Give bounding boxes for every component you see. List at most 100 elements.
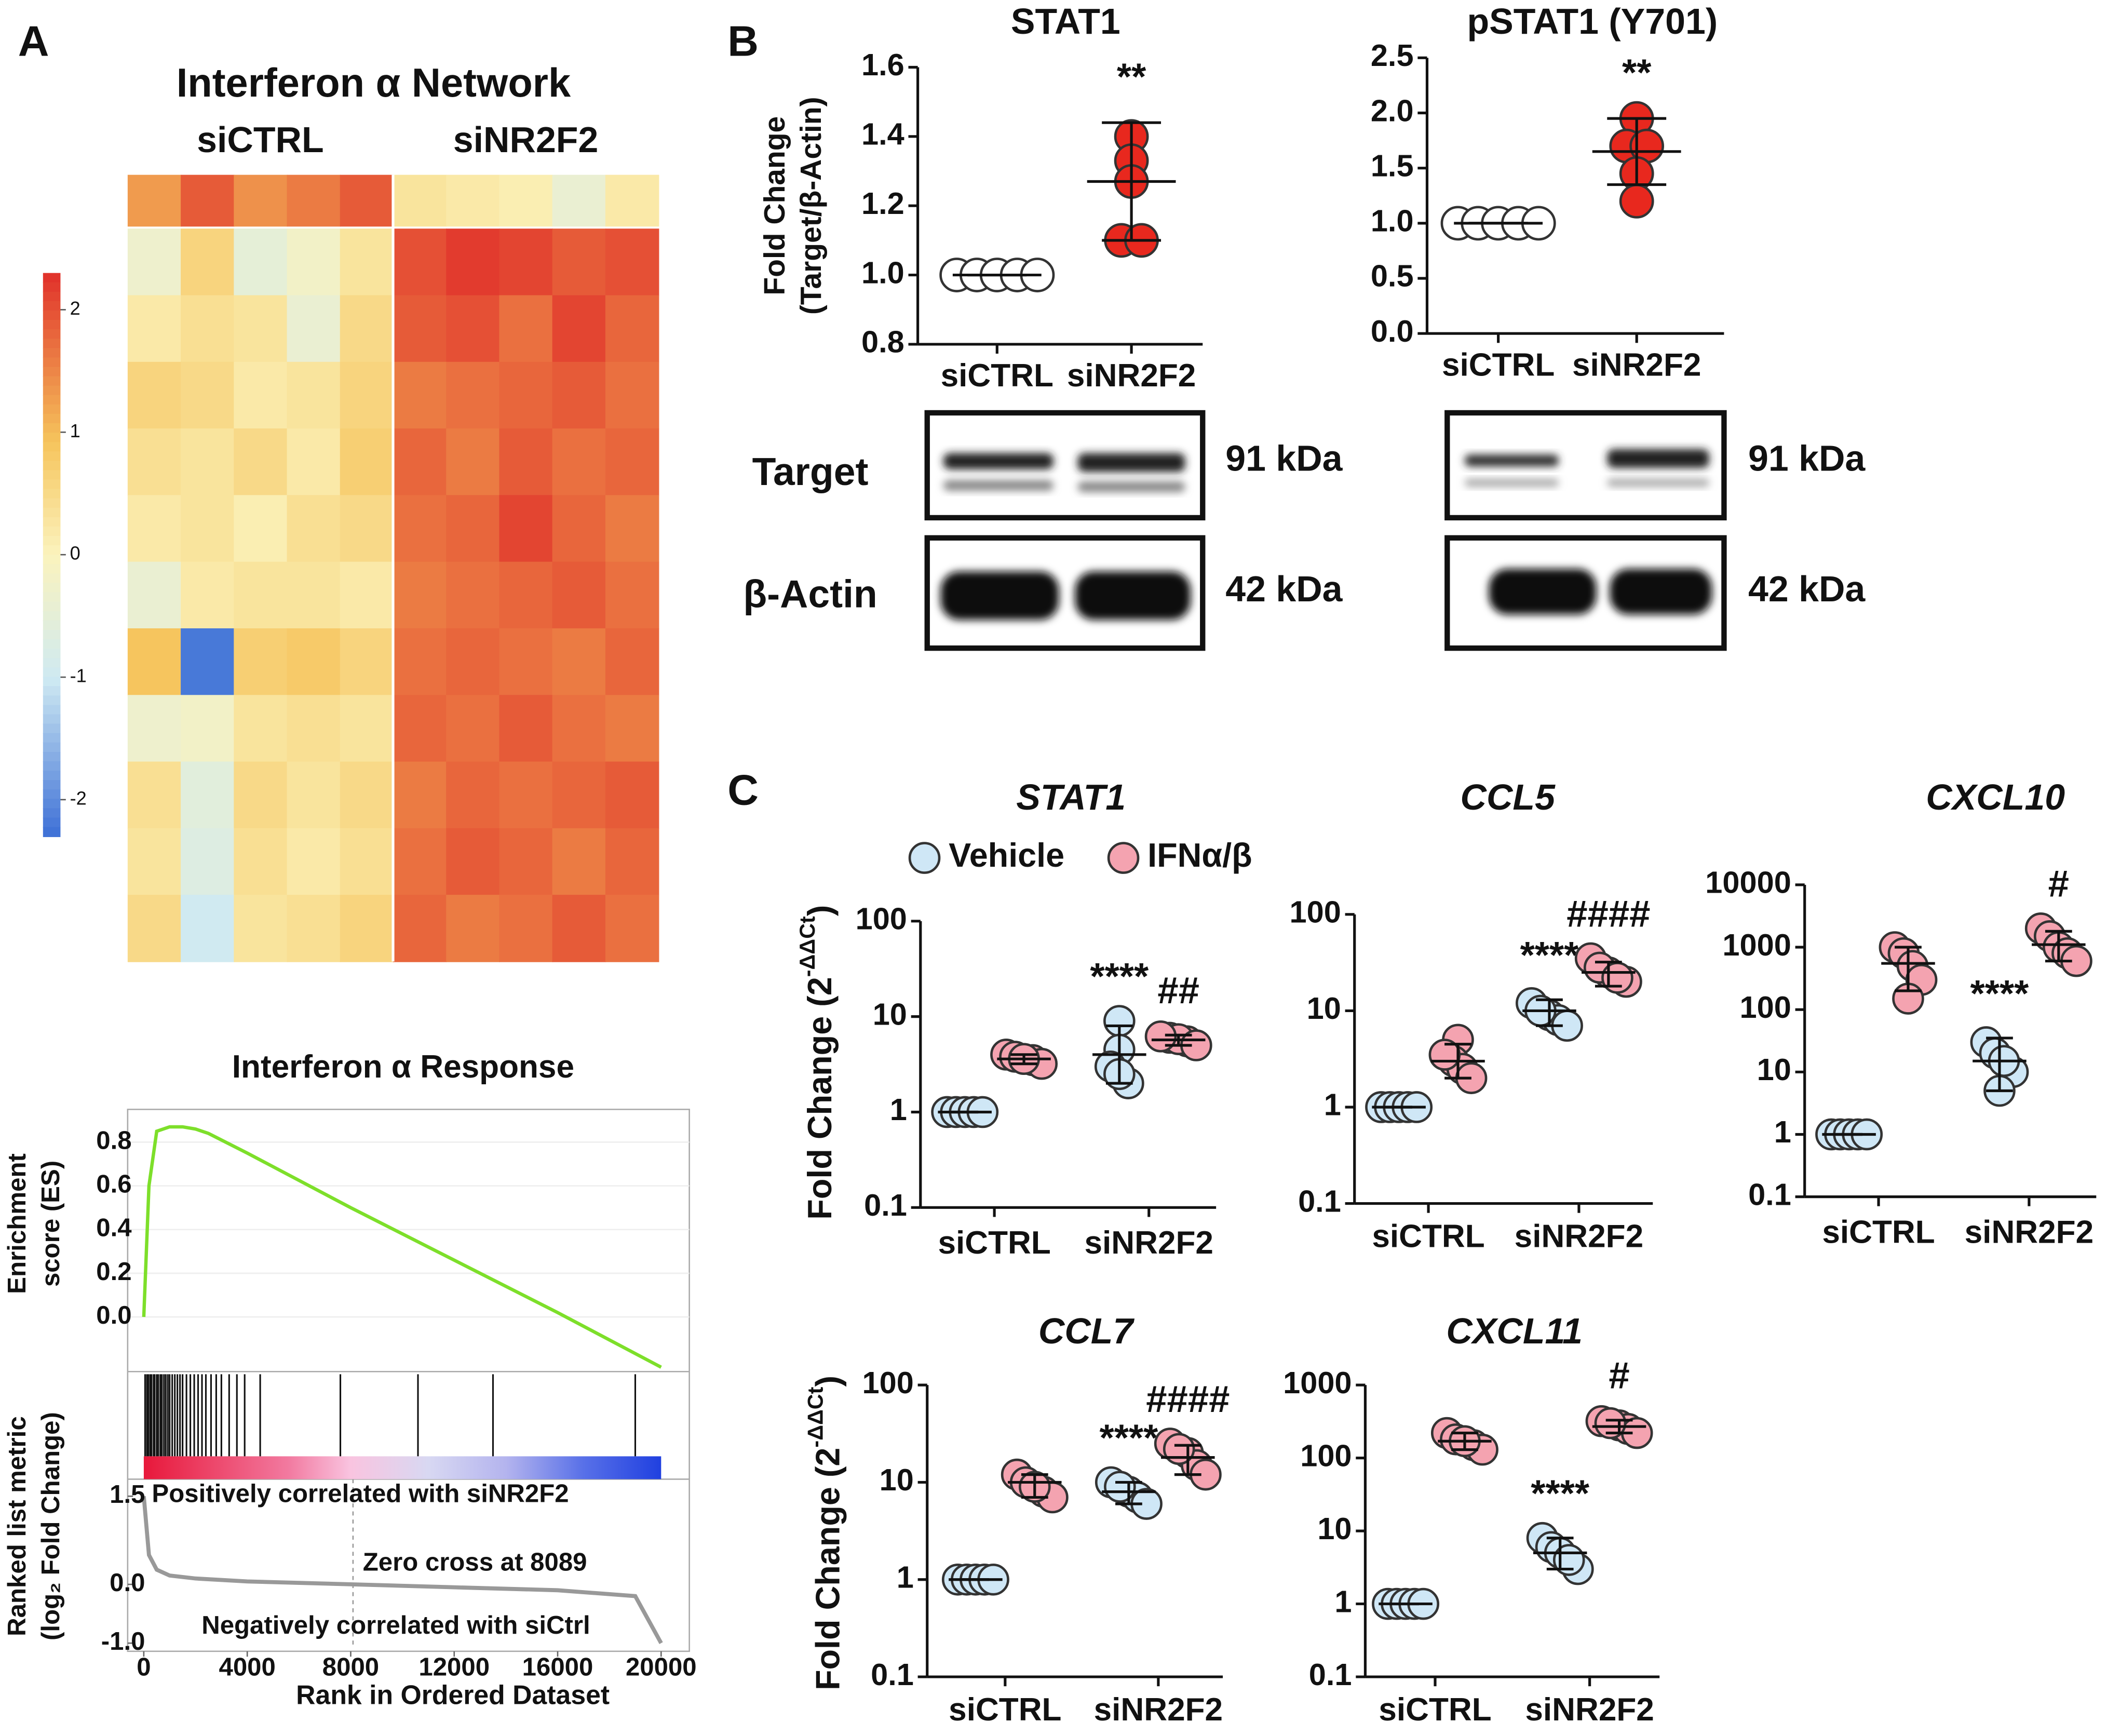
y-tick-label: 1.5 <box>110 1480 145 1509</box>
y-tick-label: 1.2 <box>861 186 904 221</box>
es-line <box>142 1125 662 1369</box>
heatmap-cell <box>287 495 341 562</box>
colorbar-segment <box>43 329 61 340</box>
colorbar-segment <box>43 639 61 650</box>
colorbar-segment <box>43 751 61 762</box>
y-axis-label-part: -ΔΔCt <box>795 916 819 977</box>
colorbar-segment <box>43 470 61 480</box>
colorbar-segment <box>43 620 61 631</box>
colorbar-segment <box>43 564 61 574</box>
heatmap-cell <box>499 828 553 896</box>
x-tick-label: siNR2F2 <box>1515 1218 1643 1254</box>
heatmap-cell <box>127 761 182 829</box>
y-tick-label: 1.6 <box>861 47 904 82</box>
colorbar-segment <box>43 395 61 406</box>
heatmap-cell <box>552 174 606 227</box>
heatmap-cell <box>287 228 341 296</box>
colorbar-segment <box>43 291 61 302</box>
heatmap-cell <box>552 361 606 429</box>
heatmap-cell <box>340 628 394 696</box>
significance: ** <box>1622 51 1652 93</box>
y-tick-label: 0.0 <box>1371 314 1414 348</box>
colorbar-segment <box>43 339 61 349</box>
blot-row-label: β-Actin <box>743 572 877 616</box>
colorbar-segment <box>43 583 61 593</box>
colorbar-segment <box>43 695 61 706</box>
heatmap-cell <box>446 174 500 227</box>
plot-frame <box>127 1109 690 1652</box>
colorbar-segment <box>43 489 61 499</box>
blot-size: 42 kDa <box>1225 569 1343 609</box>
heatmap-cell <box>446 228 500 296</box>
data-point <box>1619 183 1654 219</box>
heatmap-cell <box>181 228 235 296</box>
legend-label: Vehicle <box>949 836 1064 874</box>
heatmap-cell <box>127 295 182 363</box>
colorbar-segment <box>43 808 61 818</box>
x-tick-label: siCTRL <box>941 358 1054 394</box>
y-axis-label: (Target/β-Actin) <box>794 97 828 315</box>
heatmap-cell <box>605 495 659 562</box>
y-tick-label: 1 <box>897 1559 914 1594</box>
heatmap-cell <box>499 174 553 227</box>
heatmap-cell <box>605 695 659 762</box>
column-group-label: siNR2F2 <box>453 119 599 160</box>
heatmap-cell <box>446 695 500 762</box>
heatmap-cell <box>552 695 606 762</box>
data-point <box>1594 1407 1627 1439</box>
heatmap-cell <box>393 361 447 429</box>
colorbar-tick-label: 2 <box>70 298 80 319</box>
colorbar-segment <box>43 677 61 687</box>
colorbar-segment <box>43 780 61 790</box>
y-tick-label: 1.5 <box>1371 148 1414 183</box>
heatmap-cell <box>181 828 235 896</box>
blot-size: 91 kDa <box>1748 438 1866 479</box>
heatmap-cell <box>234 828 288 896</box>
x-tick-label: 20000 <box>626 1653 697 1681</box>
heatmap-cell <box>605 428 659 496</box>
y-tick-label: 10 <box>880 1462 914 1497</box>
colorbar-segment <box>43 789 61 800</box>
data-point <box>1601 962 1633 994</box>
y-tick-label: 100 <box>1740 990 1791 1025</box>
heatmap-cell <box>393 428 447 496</box>
y-axis-label-part: Fold Change (2 <box>801 977 839 1219</box>
colorbar-tick-label: 1 <box>70 420 80 441</box>
x-tick-label: siNR2F2 <box>1085 1225 1213 1261</box>
colorbar-segment <box>43 742 61 753</box>
colorbar-segment <box>43 461 61 471</box>
heatmap-cell <box>340 695 394 762</box>
heatmap-cell <box>234 228 288 296</box>
x-tick-label: siCTRL <box>1822 1215 1935 1250</box>
panel-label: C <box>727 766 759 814</box>
heatmap-cell <box>446 628 500 696</box>
colorbar-segment <box>43 733 61 744</box>
significance: **** <box>1520 934 1579 976</box>
heatmap-cell <box>127 428 182 496</box>
data-point <box>1104 1471 1136 1503</box>
heatmap-cell <box>287 561 341 629</box>
significance: ** <box>1117 56 1146 98</box>
heatmap-cell <box>340 295 394 363</box>
heatmap-cell <box>234 361 288 429</box>
y-tick-label: 2.0 <box>1371 93 1414 128</box>
heatmap-cell <box>393 495 447 562</box>
heatmap-cell <box>287 361 341 429</box>
heatmap-cell <box>552 228 606 296</box>
heatmap-cell <box>499 295 553 363</box>
colorbar-segment <box>43 433 61 443</box>
heatmap-cell <box>127 561 182 629</box>
heatmap-cell <box>552 895 606 962</box>
y-tick-label: 10 <box>1307 991 1341 1026</box>
colorbar-segment <box>43 555 61 565</box>
x-tick-label: siCTRL <box>1442 347 1555 383</box>
y-tick-label: 0.1 <box>871 1657 914 1692</box>
heatmap-cell <box>127 174 182 227</box>
heatmap-cell <box>181 761 235 829</box>
heatmap-cell <box>552 828 606 896</box>
column-group-label: siCTRL <box>197 119 323 160</box>
y-tick-label: 1 <box>1774 1114 1791 1149</box>
y-tick-label: 1.0 <box>1371 204 1414 238</box>
colorbar-segment <box>43 799 61 809</box>
heatmap-cell <box>234 761 288 829</box>
